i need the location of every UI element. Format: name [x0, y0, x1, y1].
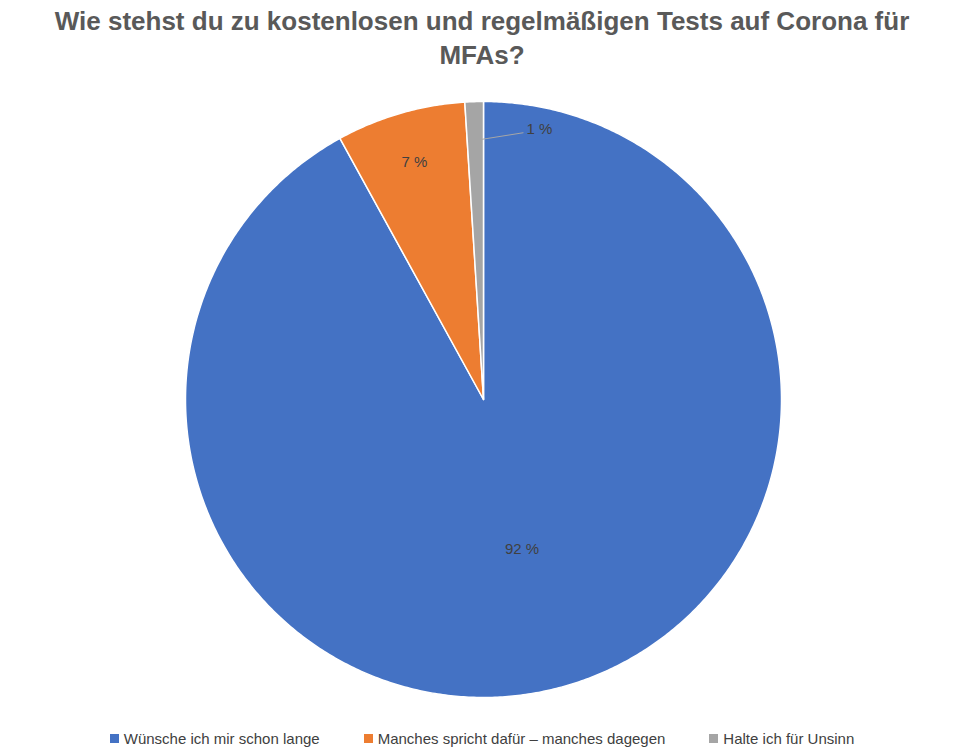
- html-text:Wünsche ich mir schon lange: Wünsche ich mir schon lange: [123, 730, 320, 747]
- svg-text:92 %: 92 %: [505, 540, 539, 557]
- html-text:Manches spricht dafür – manche: Manches spricht dafür – manches dagegen: [377, 730, 666, 747]
- svg-text:1 %: 1 %: [527, 120, 553, 137]
- svg-text:7 %: 7 %: [402, 153, 428, 170]
- html-text:Wie stehst du zu kostenlosen u: Wie stehst du zu kostenlosen und regelmä…: [54, 6, 910, 70]
- html-text:Halte ich für Unsinn: Halte ich für Unsinn: [723, 730, 855, 747]
